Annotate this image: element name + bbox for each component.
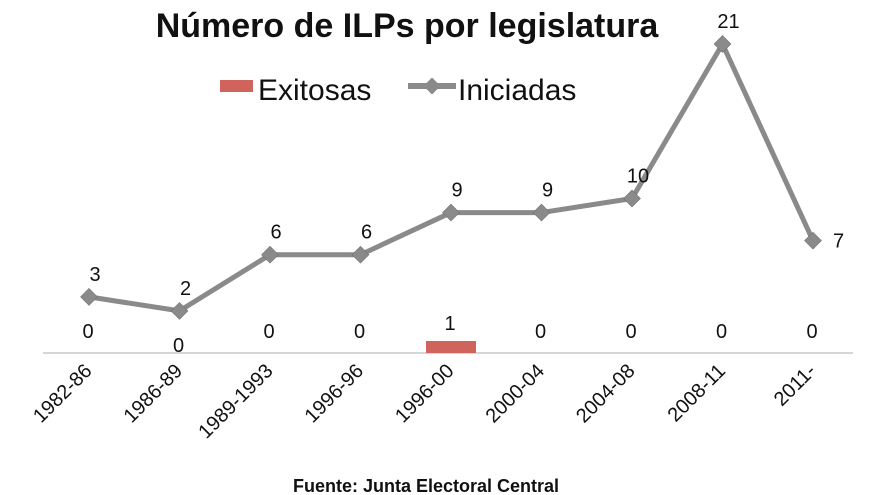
marker-iniciadas-1989-1993 [261,245,279,264]
label-iniciadas-2011-: 7 [833,231,844,253]
chart-title: Número de ILPs por legislatura [156,7,660,45]
label-iniciadas-2008-11: 21 [717,11,739,33]
marker-iniciadas-2011- [804,231,822,250]
source-note: Fuente: Junta Electoral Central [293,476,559,495]
label-iniciadas-2004-08: 10 [627,166,649,188]
marker-iniciadas-2000-04 [532,203,551,222]
label-exitosas-1996-00: 1 [444,313,455,335]
legend-swatch-exitosas [220,80,253,92]
marker-iniciadas-2004-08 [623,189,641,208]
label-iniciadas-1989-1993: 6 [270,222,281,244]
series-iniciadas [80,35,822,320]
legend-label-exitosas: Exitosas [258,74,371,107]
bars-exitosas [426,341,476,353]
label-iniciadas-1982-86: 3 [89,264,100,286]
label-exitosas-2000-04: 0 [535,321,546,343]
marker-iniciadas-1996-96 [351,245,370,264]
x-tick-1989-1993: 1989-1993 [194,360,277,443]
x-tick-2000-04: 2000-04 [482,360,549,427]
x-tick-1996-00: 1996-00 [391,360,458,427]
x-tick-1982-86: 1982-86 [29,360,96,427]
legend-label-iniciadas: Iniciadas [458,74,576,107]
label-iniciadas-2000-04: 9 [542,180,553,202]
label-exitosas-2008-11: 0 [716,321,727,343]
label-iniciadas-1996-00: 9 [451,180,462,202]
x-tick-2011-: 2011- [770,360,821,411]
label-exitosas-1986-89: 0 [173,335,184,357]
label-exitosas-1982-86: 0 [82,321,93,343]
marker-iniciadas-1986-89 [170,302,189,320]
marker-iniciadas-1982-86 [80,288,98,306]
label-exitosas-2004-08: 0 [625,321,636,343]
x-tick-1996-96: 1996-96 [301,360,368,427]
x-tick-1986-89: 1986-89 [120,360,187,427]
label-exitosas-2011-: 0 [806,321,817,343]
marker-iniciadas-1996-00 [442,203,460,222]
label-exitosas-1996-96: 0 [354,321,365,343]
x-tick-2004-08: 2004-08 [572,360,639,427]
x-tick-2008-11: 2008-11 [664,360,730,426]
marker-iniciadas-2008-11 [713,35,732,53]
label-iniciadas-1996-96: 6 [361,222,372,244]
legend-marker-iniciadas [423,77,441,95]
x-tick-labels: 1982-86 1986-89 1989-1993 1996-96 1996-00 200… [29,360,820,443]
label-exitosas-1989-1993: 0 [263,321,274,343]
bar-exitosas-1996-00 [426,341,476,353]
label-iniciadas-1986-89: 2 [180,278,191,300]
legend: Exitosas Iniciadas [220,74,576,107]
